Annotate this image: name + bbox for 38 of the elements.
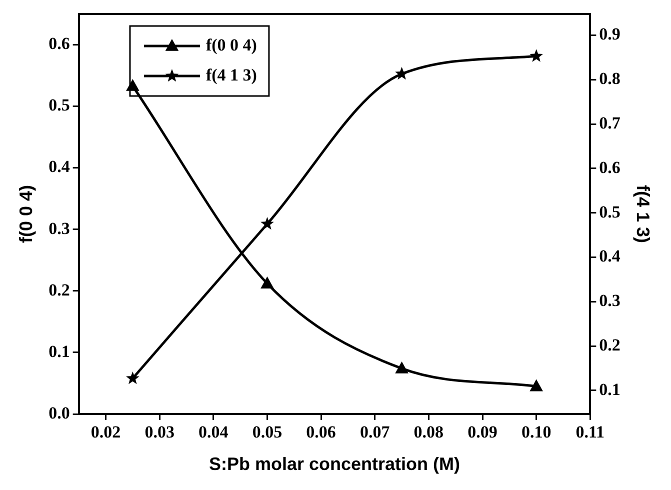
point	[395, 361, 408, 374]
point	[260, 276, 274, 288]
x-tick-label: 0.10	[521, 422, 552, 442]
y2-tick-label: 0.1	[599, 380, 620, 399]
x-tick-label: 0.05	[252, 422, 282, 442]
y2-tick-label: 0.6	[599, 158, 620, 177]
x-tick-label: 0.11	[576, 422, 605, 442]
x-axis-title: S:Pb molar concentration (M)	[208, 454, 460, 474]
y-tick-label: 0.4	[48, 157, 70, 176]
x-tick-label: 0.04	[198, 422, 229, 442]
y2-tick-label: 0.4	[599, 246, 621, 266]
y2-axis-title: f(4 1 3)	[633, 184, 654, 244]
y2-tick-label: 0.8	[599, 69, 620, 88]
y2-tick-label: 0.2	[599, 335, 620, 354]
x-tick-label: 0.02	[90, 422, 121, 442]
point	[260, 216, 274, 230]
y2-tick-label: 0.9	[599, 24, 620, 44]
y-axis-title: f(0 0 4)	[16, 184, 36, 244]
legend-label: f(0 0 4)	[206, 35, 257, 54]
y-tick-label: 0.3	[48, 218, 70, 238]
x-tick-label: 0.08	[414, 422, 444, 442]
legend-label: f(4 1 3)	[206, 65, 257, 84]
y-tick-label: 0.6	[48, 34, 70, 54]
y-tick-label: 0.5	[48, 96, 70, 115]
y-tick-label: 0.0	[48, 403, 70, 422]
x-tick-label: 0.06	[306, 422, 336, 442]
y2-tick-label: 0.7	[599, 113, 621, 132]
point	[126, 371, 140, 384]
y-tick-label: 0.1	[48, 342, 70, 361]
x-tick-label: 0.07	[360, 422, 390, 442]
x-tick-label: 0.09	[468, 422, 498, 442]
y2-tick-label: 0.3	[599, 291, 620, 310]
point	[530, 49, 543, 62]
y-tick-label: 0.2	[48, 280, 70, 300]
point	[395, 66, 408, 80]
point	[530, 379, 543, 392]
x-tick-label: 0.03	[144, 422, 174, 442]
y2-tick-label: 0.5	[599, 202, 620, 222]
